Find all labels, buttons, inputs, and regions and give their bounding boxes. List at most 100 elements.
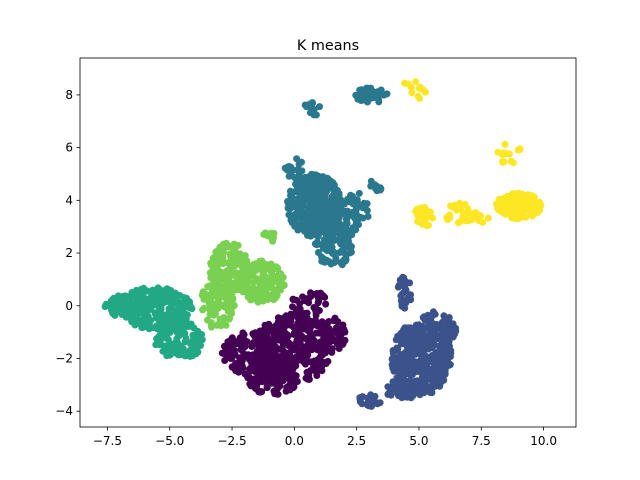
data-point bbox=[121, 300, 129, 308]
data-point bbox=[432, 378, 440, 386]
data-point bbox=[404, 294, 412, 302]
data-point bbox=[276, 382, 284, 390]
data-point bbox=[316, 228, 323, 236]
data-point bbox=[181, 338, 189, 346]
plot-frame bbox=[79, 57, 577, 428]
data-point bbox=[418, 354, 426, 362]
data-point bbox=[182, 320, 190, 328]
data-point bbox=[214, 298, 222, 306]
data-point bbox=[367, 182, 375, 190]
data-point bbox=[241, 337, 249, 345]
data-point bbox=[176, 351, 184, 359]
data-point bbox=[176, 322, 184, 330]
data-point bbox=[324, 227, 331, 235]
data-point bbox=[376, 399, 384, 407]
data-point bbox=[444, 319, 452, 327]
data-point bbox=[167, 321, 175, 329]
data-point bbox=[484, 214, 492, 222]
data-point bbox=[267, 378, 275, 386]
data-point bbox=[320, 325, 328, 333]
data-point bbox=[270, 341, 277, 349]
data-point bbox=[510, 190, 518, 198]
data-point bbox=[428, 389, 436, 397]
data-point bbox=[297, 204, 304, 212]
data-point bbox=[251, 366, 259, 374]
data-point bbox=[303, 189, 311, 197]
data-point bbox=[312, 366, 320, 374]
data-point bbox=[227, 355, 235, 362]
data-point bbox=[227, 252, 234, 260]
data-point bbox=[280, 281, 288, 289]
data-point bbox=[423, 207, 431, 215]
data-point bbox=[186, 346, 194, 354]
data-point bbox=[227, 265, 234, 273]
data-point bbox=[404, 390, 412, 398]
data-point bbox=[292, 305, 300, 313]
data-point bbox=[312, 111, 320, 119]
data-point bbox=[295, 160, 303, 168]
data-point bbox=[324, 257, 332, 265]
data-point bbox=[145, 323, 153, 331]
data-point bbox=[468, 216, 476, 224]
data-point bbox=[132, 314, 140, 321]
data-point bbox=[412, 78, 420, 86]
data-point bbox=[204, 316, 211, 324]
data-point bbox=[392, 336, 400, 344]
data-point bbox=[199, 306, 207, 314]
data-point bbox=[272, 325, 280, 333]
data-point bbox=[355, 94, 363, 102]
data-point bbox=[408, 346, 416, 354]
data-point bbox=[307, 332, 314, 340]
data-point bbox=[444, 359, 452, 367]
data-point bbox=[507, 199, 515, 206]
data-point bbox=[223, 289, 231, 297]
data-point bbox=[245, 372, 252, 380]
data-point bbox=[245, 272, 253, 280]
data-point bbox=[408, 89, 416, 97]
data-point bbox=[394, 345, 402, 353]
data-point bbox=[403, 349, 411, 357]
data-point bbox=[212, 310, 219, 318]
data-point bbox=[423, 376, 431, 384]
data-point bbox=[296, 300, 304, 308]
data-point bbox=[268, 269, 276, 277]
data-point bbox=[287, 378, 295, 386]
data-point bbox=[294, 327, 302, 335]
data-point bbox=[365, 95, 373, 103]
data-point bbox=[166, 291, 173, 299]
data-point bbox=[230, 346, 238, 354]
data-point bbox=[276, 286, 284, 294]
data-point bbox=[296, 339, 304, 347]
data-point bbox=[423, 370, 431, 378]
data-point bbox=[310, 304, 318, 311]
data-point bbox=[305, 177, 313, 185]
data-point bbox=[114, 294, 122, 302]
data-point bbox=[501, 140, 509, 148]
y-tick-label: 6 bbox=[65, 141, 73, 155]
data-point bbox=[371, 93, 379, 101]
data-point bbox=[242, 257, 250, 265]
data-point bbox=[154, 284, 162, 292]
data-point bbox=[306, 230, 314, 237]
data-point bbox=[282, 367, 290, 375]
data-point bbox=[295, 166, 303, 174]
data-point bbox=[438, 318, 446, 326]
data-point bbox=[331, 314, 339, 322]
data-point bbox=[389, 350, 397, 357]
y-tick-label: 2 bbox=[65, 246, 73, 260]
data-point bbox=[507, 157, 515, 165]
data-point bbox=[442, 352, 450, 360]
data-point bbox=[228, 299, 236, 307]
data-point bbox=[339, 198, 347, 206]
y-tick-label: 8 bbox=[65, 88, 73, 102]
data-point bbox=[252, 267, 260, 274]
data-point bbox=[410, 335, 418, 343]
scatter-points bbox=[101, 78, 545, 410]
cluster-2 bbox=[356, 273, 460, 410]
data-point bbox=[174, 343, 182, 351]
data-point bbox=[298, 223, 306, 231]
data-point bbox=[258, 257, 266, 265]
data-point bbox=[281, 352, 289, 360]
x-tick-label: −5.0 bbox=[155, 434, 184, 448]
data-point bbox=[366, 401, 374, 409]
